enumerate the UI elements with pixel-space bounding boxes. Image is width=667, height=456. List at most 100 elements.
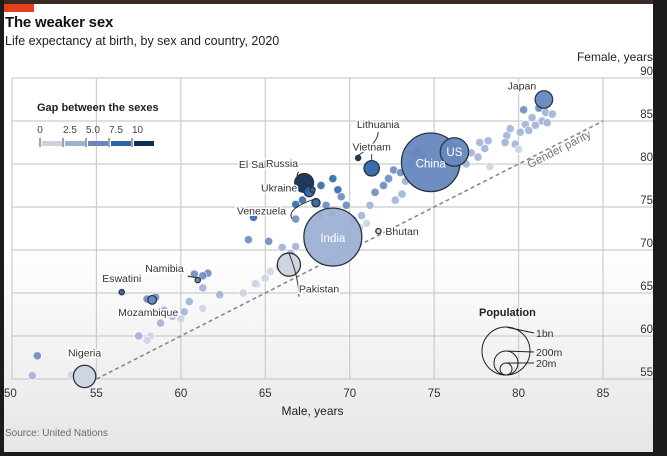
- x-tick-label: 55: [90, 388, 103, 400]
- data-point: [500, 137, 510, 147]
- data-point: [370, 187, 380, 197]
- chart-frame: The weaker sex Life expectancy at birth,…: [4, 0, 653, 452]
- data-points: [27, 90, 557, 389]
- chart-title: The weaker sex: [5, 14, 114, 31]
- label-leader: [357, 131, 379, 156]
- point-label: Mozambique: [118, 307, 178, 319]
- color-legend-swatch: [134, 141, 154, 146]
- y-tick-label: 60: [640, 324, 653, 336]
- x-tick-label: 60: [174, 388, 187, 400]
- y-tick-label: 80: [640, 152, 653, 164]
- data-point: [542, 118, 552, 128]
- color-legend-swatch: [111, 141, 131, 146]
- color-legend-tick-label: 2.5: [63, 125, 77, 136]
- x-axis-label: Male, years: [281, 404, 343, 418]
- point-label: India: [320, 233, 346, 245]
- data-point: [378, 180, 388, 190]
- size-legend-title: Population: [479, 307, 536, 319]
- size-legend-label: 1bn: [536, 328, 554, 340]
- x-tick-label: 85: [597, 388, 610, 400]
- data-point-vietnam: [363, 159, 380, 177]
- x-tick-label: 50: [4, 388, 17, 400]
- top-rule: [4, 0, 653, 4]
- data-point: [505, 124, 515, 134]
- parity-line: [96, 120, 604, 380]
- label-leader: [296, 171, 313, 188]
- data-point: [159, 305, 169, 315]
- data-point: [167, 311, 177, 321]
- data-point-mozambique: [147, 294, 158, 305]
- label-leader: [288, 252, 300, 297]
- y-tick-label: 55: [640, 367, 653, 379]
- brand-tag: [4, 4, 34, 12]
- color-legend-tick-label: 7.5: [109, 125, 123, 136]
- data-point-us: [439, 137, 470, 167]
- data-point: [397, 189, 407, 199]
- data-point: [390, 195, 400, 205]
- data-point: [250, 279, 260, 289]
- data-point: [248, 212, 258, 222]
- data-point: [198, 303, 208, 313]
- data-point: [260, 273, 270, 283]
- data-point: [198, 271, 208, 281]
- color-legend-tick-label: 10: [132, 125, 144, 136]
- data-point: [32, 351, 42, 361]
- size-legend-label: 200m: [536, 347, 563, 359]
- x-tick-label: 65: [259, 388, 272, 400]
- data-point: [291, 242, 301, 252]
- data-point: [27, 371, 37, 381]
- data-point: [485, 162, 495, 172]
- data-point: [264, 236, 274, 246]
- y-tick-label: 65: [640, 281, 653, 293]
- axes: 50 55 60 65 70 75 80 85 55 60 65 70 75 80 85 90 Male, ye…: [4, 50, 653, 418]
- data-point: [383, 174, 394, 184]
- scatter-plot: Gender parity Japan Lithuania Vietnam El Sa…: [4, 50, 653, 418]
- color-legend-title: Gap between the sexes: [37, 102, 159, 114]
- label-leader: [187, 275, 198, 278]
- data-point: [176, 314, 186, 324]
- data-point-namibia: [194, 276, 201, 284]
- size-legend-leader: [505, 350, 535, 353]
- data-point: [184, 297, 194, 307]
- data-point-el-salvador: [309, 186, 316, 194]
- point-label: Pakistan: [299, 284, 339, 296]
- data-point: [357, 211, 367, 221]
- point-label: Namibia: [145, 263, 184, 275]
- color-legend-swatch: [65, 141, 85, 146]
- data-point: [515, 127, 525, 137]
- data-point-lithuania: [354, 154, 362, 162]
- data-point: [473, 152, 483, 162]
- point-label: Lithuania: [357, 119, 400, 131]
- data-point: [336, 192, 346, 202]
- chart-subtitle: Life expectancy at birth, by sex and cou…: [5, 34, 280, 48]
- data-point: [198, 283, 208, 293]
- data-point: [362, 218, 372, 228]
- data-point: [547, 109, 557, 119]
- point-label: China: [416, 158, 447, 170]
- point-label: Nigeria: [68, 347, 101, 359]
- data-point: [156, 318, 166, 328]
- data-point: [316, 180, 326, 190]
- data-point: [142, 335, 152, 345]
- point-label: Ukraine: [261, 183, 297, 195]
- source-note: Source: United Nations: [5, 428, 108, 439]
- y-tick-label: 75: [640, 195, 653, 207]
- data-point: [341, 200, 351, 210]
- data-point: [265, 266, 275, 276]
- parity-label: Gender parity: [526, 129, 594, 171]
- color-legend-swatch: [88, 141, 108, 146]
- color-legend-swatch: [42, 141, 62, 146]
- y-tick-label: 90: [640, 66, 653, 78]
- size-legend-leader: [505, 326, 535, 334]
- point-label: El Salvador: [239, 159, 293, 171]
- data-point: [524, 125, 534, 135]
- data-point: [328, 174, 338, 184]
- data-point: [215, 290, 225, 300]
- point-label: Japan: [508, 81, 537, 93]
- x-tick-label: 80: [512, 388, 525, 400]
- data-point: [277, 242, 287, 252]
- label-leader: [290, 198, 317, 219]
- data-point: [527, 113, 537, 123]
